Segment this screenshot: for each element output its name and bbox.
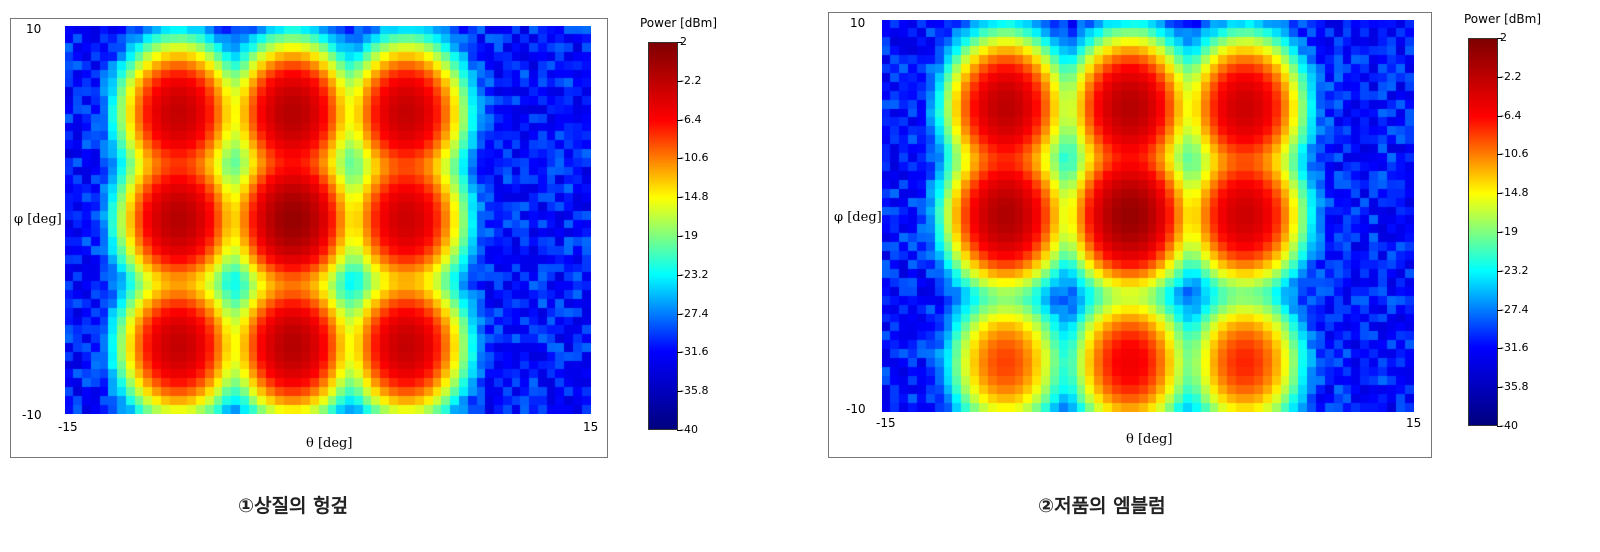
colorbar-tick-label: 2 [1500, 31, 1507, 44]
colorbar-tick-label: -40 [680, 423, 698, 436]
colorbar-tick-mark [677, 119, 682, 121]
y-axis-label-2: φ [deg] [834, 210, 882, 225]
y-tick-top-2: 10 [850, 16, 866, 30]
x-tick-left-2: -15 [876, 416, 896, 430]
colorbar-tick-mark [677, 313, 682, 315]
colorbar-tick-mark [1497, 232, 1502, 233]
colorbar-tick-label: -2.2 [1500, 69, 1522, 83]
colorbar-tick-mark [677, 197, 682, 199]
heatmap-plot-1 [65, 26, 591, 414]
colorbar-tick-mark [677, 352, 682, 354]
colorbar-tick-label: -27.4 [680, 306, 709, 320]
colorbar-tick-label: -19 [1500, 225, 1518, 238]
y-tick-bottom-1: -10 [22, 408, 42, 422]
x-axis-label-1: θ [deg] [306, 436, 353, 451]
colorbar-tick-label: -31.6 [1500, 341, 1529, 355]
colorbar-tick-label: -14.8 [1500, 186, 1529, 200]
colorbar-tick-label: -6.4 [1500, 108, 1522, 122]
x-tick-right-1: 15 [583, 420, 599, 434]
colorbar-tick-mark [1497, 154, 1502, 156]
colorbar-tick-label: -6.4 [680, 112, 702, 126]
colorbar-tick-label: -23.2 [1500, 263, 1529, 277]
y-tick-top-1: 10 [26, 22, 42, 36]
x-tick-right-2: 15 [1406, 416, 1422, 430]
colorbar-tick-label: -40 [1500, 419, 1518, 432]
colorbar-tick-mark [677, 158, 682, 160]
colorbar-tick-label: -27.4 [1500, 302, 1529, 316]
colorbar-tick-mark [1497, 38, 1502, 39]
heatmap-panel-2: 10 -10 -15 15 φ [deg] θ [deg] Power [dBm… [820, 0, 1600, 552]
colorbar-tick-mark [677, 236, 682, 237]
colorbar-tick-mark [677, 80, 682, 82]
colorbar-tick-mark [677, 274, 682, 276]
colorbar-tick-label: -2.2 [680, 73, 702, 87]
heatmap-plot-2 [882, 20, 1414, 412]
colorbar-1 [648, 42, 678, 430]
colorbar-tick-mark [1497, 76, 1502, 78]
colorbar-tick-label: -19 [680, 229, 698, 242]
colorbar-tick-mark [1497, 115, 1502, 117]
x-tick-left-1: -15 [58, 420, 78, 434]
colorbar-tick-label: -23.2 [680, 267, 709, 281]
colorbar-tick-mark [677, 391, 682, 393]
y-axis-label-1: φ [deg] [14, 212, 62, 227]
colorbar-tick-label: -14.8 [680, 190, 709, 204]
colorbar-tick-mark [1497, 348, 1502, 350]
colorbar-tick-mark [677, 430, 682, 431]
colorbar-tick-label: -10.6 [680, 151, 709, 165]
colorbar-tick-label: -35.8 [680, 384, 709, 398]
colorbar-tick-mark [1497, 309, 1502, 311]
y-tick-bottom-2: -10 [846, 402, 866, 416]
colorbar-title-1: Power [dBm] [640, 16, 717, 30]
colorbar-title-2: Power [dBm] [1464, 12, 1541, 26]
colorbar-tick-label: -35.8 [1500, 380, 1529, 394]
colorbar-tick-mark [1497, 387, 1502, 389]
caption-2: ②저품의 엠블럼 [1038, 495, 1166, 517]
colorbar-tick-label: -10.6 [1500, 147, 1529, 161]
colorbar-tick-mark [1497, 426, 1502, 427]
colorbar-tick-mark [1497, 270, 1502, 272]
colorbar-tick-mark [677, 42, 682, 43]
colorbar-2 [1468, 38, 1498, 426]
colorbar-tick-label: -31.6 [680, 345, 709, 359]
caption-1: ①상질의 헝겊 [238, 495, 349, 517]
x-axis-label-2: θ [deg] [1126, 432, 1173, 447]
colorbar-tick-mark [1497, 193, 1502, 195]
heatmap-panel-1: 10 -10 -15 15 φ [deg] θ [deg] Power [dBm… [0, 0, 780, 552]
colorbar-tick-label: 2 [680, 35, 687, 48]
